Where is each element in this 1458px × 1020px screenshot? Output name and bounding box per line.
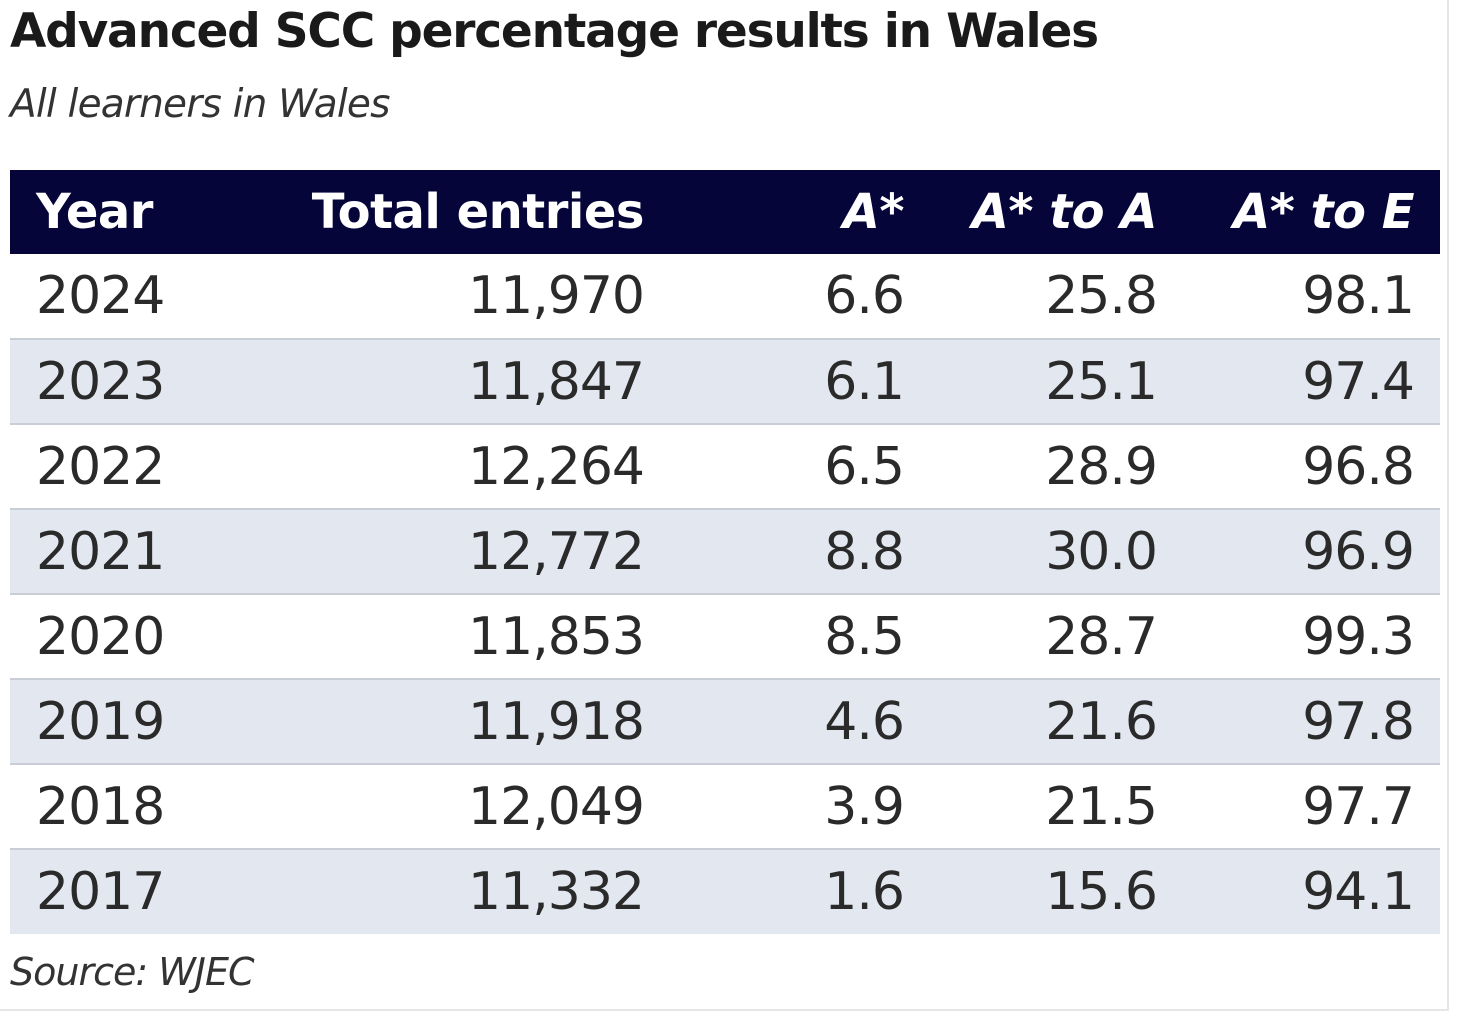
cell-a-star-to-e: 98.1 [1302, 266, 1415, 326]
cell-a-star-to-e: 97.7 [1302, 776, 1415, 837]
column-header-total-entries: Total entries [311, 184, 645, 240]
cell-a-star-to-a: 25.1 [1045, 351, 1158, 412]
table-row: 2020 11,853 8.5 28.7 99.3 [10, 594, 1440, 679]
cell-a-star-to-e: 99.3 [1302, 606, 1415, 667]
cell-a-star-to-e: 96.8 [1302, 436, 1415, 497]
cell-a-star-to-a: 21.5 [1045, 776, 1158, 837]
cell-year: 2024 [36, 266, 165, 326]
cell-year: 2020 [36, 606, 165, 667]
cell-a-star-to-e: 97.8 [1302, 691, 1415, 752]
table-row: 2024 11,970 6.6 25.8 98.1 [10, 254, 1440, 339]
cell-a-star: 6.5 [824, 436, 905, 497]
cell-a-star-to-a: 28.9 [1045, 436, 1158, 497]
cell-a-star-to-e: 96.9 [1302, 521, 1415, 582]
table-title: Advanced SCC percentage results in Wales [10, 4, 1099, 59]
table-row: 2019 11,918 4.6 21.6 97.8 [10, 679, 1440, 764]
table-row: 2017 11,332 1.6 15.6 94.1 [10, 849, 1440, 934]
cell-a-star: 6.1 [824, 351, 905, 412]
column-header-a-star: A* [842, 184, 905, 240]
cell-year: 2022 [36, 436, 165, 497]
table-row: 2023 11,847 6.1 25.1 97.4 [10, 339, 1440, 424]
cell-a-star: 1.6 [824, 862, 905, 922]
column-header-year: Year [36, 184, 153, 240]
cell-total-entries: 11,332 [468, 862, 645, 922]
cell-total-entries: 12,772 [468, 521, 645, 582]
table-subtitle: All learners in Wales [10, 82, 390, 127]
cell-a-star: 6.6 [824, 266, 905, 326]
table-row: 2018 12,049 3.9 21.5 97.7 [10, 764, 1440, 849]
cell-a-star-to-a: 21.6 [1045, 691, 1158, 752]
table-row: 2021 12,772 8.8 30.0 96.9 [10, 509, 1440, 594]
source-note: Source: WJEC [10, 950, 255, 994]
cell-total-entries: 11,853 [468, 606, 645, 667]
cell-a-star-to-a: 15.6 [1045, 862, 1158, 922]
cell-year: 2018 [36, 776, 165, 837]
table-header-row: Year Total entries A* A* to A A* to E [10, 170, 1440, 254]
cell-a-star: 3.9 [824, 776, 905, 837]
cell-a-star-to-a: 28.7 [1045, 606, 1158, 667]
cell-total-entries: 12,264 [468, 436, 645, 497]
cell-total-entries: 11,918 [468, 691, 645, 752]
cell-year: 2019 [36, 691, 165, 752]
cell-a-star: 8.8 [824, 521, 905, 582]
cell-total-entries: 12,049 [468, 776, 645, 837]
cell-total-entries: 11,970 [468, 266, 645, 326]
cell-year: 2023 [36, 351, 165, 412]
table-row: 2022 12,264 6.5 28.9 96.8 [10, 424, 1440, 509]
cell-a-star-to-e: 97.4 [1302, 351, 1415, 412]
cell-a-star-to-a: 30.0 [1045, 521, 1158, 582]
cell-a-star: 4.6 [824, 691, 905, 752]
cell-a-star-to-e: 94.1 [1302, 862, 1415, 922]
column-header-a-star-to-a: A* to A [971, 184, 1158, 240]
cell-a-star-to-a: 25.8 [1045, 266, 1158, 326]
cell-year: 2017 [36, 862, 165, 922]
column-header-a-star-to-e: A* to E [1233, 184, 1414, 240]
cell-total-entries: 11,847 [468, 351, 645, 412]
results-table: Year Total entries A* A* to A A* to E 20… [10, 170, 1440, 934]
cell-year: 2021 [36, 521, 165, 582]
cell-a-star: 8.5 [824, 606, 905, 667]
